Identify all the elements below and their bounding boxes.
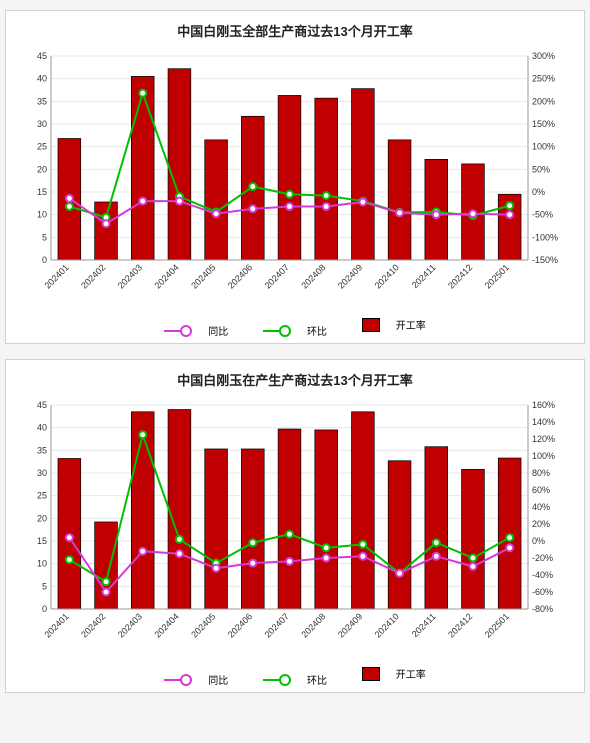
svg-text:-150%: -150% <box>532 255 558 265</box>
svg-text:15: 15 <box>37 536 47 546</box>
legend-yoy-line <box>164 679 192 681</box>
svg-text:202405: 202405 <box>189 262 217 290</box>
legend-mom-label: 环比 <box>307 323 327 338</box>
legend-bar-swatch <box>362 318 380 332</box>
legend-mom-marker <box>279 325 291 337</box>
svg-text:202406: 202406 <box>226 262 254 290</box>
svg-text:20: 20 <box>37 164 47 174</box>
svg-text:100%: 100% <box>532 142 555 152</box>
svg-text:202411: 202411 <box>410 262 438 290</box>
svg-text:202401: 202401 <box>42 611 70 639</box>
svg-text:202410: 202410 <box>373 262 401 290</box>
legend-yoy-line <box>164 330 192 332</box>
svg-text:0%: 0% <box>532 536 545 546</box>
svg-text:202501: 202501 <box>483 262 511 290</box>
svg-text:20%: 20% <box>532 519 550 529</box>
svg-text:-50%: -50% <box>532 210 553 220</box>
svg-text:20: 20 <box>37 513 47 523</box>
svg-text:202401: 202401 <box>42 262 70 290</box>
svg-text:5: 5 <box>42 581 47 591</box>
svg-text:0: 0 <box>42 255 47 265</box>
legend-mom: 环比 <box>255 672 335 687</box>
legend-yoy-label: 同比 <box>208 672 228 687</box>
svg-text:200%: 200% <box>532 96 555 106</box>
legend-mom-line <box>263 330 291 332</box>
svg-text:50%: 50% <box>532 164 550 174</box>
svg-text:-100%: -100% <box>532 232 558 242</box>
svg-text:-60%: -60% <box>532 587 553 597</box>
chart-1-svg: 0 5 10 15 20 25 30 35 40 45 -150% -100% -50% 0% 50% 100… <box>21 48 566 308</box>
svg-text:45: 45 <box>37 51 47 61</box>
svg-text:250%: 250% <box>532 74 555 84</box>
svg-text:202402: 202402 <box>79 262 107 290</box>
svg-text:160%: 160% <box>532 400 555 410</box>
legend-bar: 开工率 <box>354 666 434 681</box>
svg-text:202409: 202409 <box>336 611 364 639</box>
legend-mom-line <box>263 679 291 681</box>
svg-text:-80%: -80% <box>532 604 553 614</box>
svg-text:140%: 140% <box>532 417 555 427</box>
svg-text:100%: 100% <box>532 451 555 461</box>
svg-text:0: 0 <box>42 604 47 614</box>
svg-text:25: 25 <box>37 491 47 501</box>
chart-1-legend: 同比 环比 开工率 <box>21 317 569 338</box>
svg-text:80%: 80% <box>532 468 550 478</box>
svg-text:202406: 202406 <box>226 611 254 639</box>
legend-yoy: 同比 <box>156 323 236 338</box>
legend-yoy-marker <box>180 674 192 686</box>
svg-text:35: 35 <box>37 445 47 455</box>
legend-bar-label: 开工率 <box>396 666 426 681</box>
legend-yoy-marker <box>180 325 192 337</box>
svg-text:202404: 202404 <box>153 611 181 639</box>
svg-text:300%: 300% <box>532 51 555 61</box>
svg-text:120%: 120% <box>532 434 555 444</box>
svg-text:40: 40 <box>37 423 47 433</box>
legend-bar: 开工率 <box>354 317 434 332</box>
chart-1-title: 中国白刚玉全部生产商过去13个月开工率 <box>21 21 569 40</box>
svg-text:-20%: -20% <box>532 553 553 563</box>
svg-text:202407: 202407 <box>263 262 291 290</box>
svg-text:202410: 202410 <box>373 611 401 639</box>
svg-text:45: 45 <box>37 400 47 410</box>
legend-bar-swatch <box>362 667 380 681</box>
svg-text:150%: 150% <box>532 119 555 129</box>
legend-mom-marker <box>279 674 291 686</box>
svg-text:5: 5 <box>42 232 47 242</box>
svg-text:0%: 0% <box>532 187 545 197</box>
svg-text:202403: 202403 <box>116 262 144 290</box>
chart-2-container: 中国白刚玉在产生产商过去13个月开工率 0 5 10 15 20 25 30 35 40 45 -8… <box>5 359 585 693</box>
svg-text:202402: 202402 <box>79 611 107 639</box>
legend-mom: 环比 <box>255 323 335 338</box>
chart-2-legend: 同比 环比 开工率 <box>21 666 569 687</box>
svg-text:30: 30 <box>37 119 47 129</box>
svg-text:202412: 202412 <box>446 611 474 639</box>
svg-text:202409: 202409 <box>336 262 364 290</box>
svg-text:15: 15 <box>37 187 47 197</box>
svg-text:202404: 202404 <box>153 262 181 290</box>
svg-text:202407: 202407 <box>263 611 291 639</box>
legend-yoy-label: 同比 <box>208 323 228 338</box>
svg-text:-40%: -40% <box>532 570 553 580</box>
svg-text:202412: 202412 <box>446 262 474 290</box>
svg-text:25: 25 <box>37 142 47 152</box>
svg-text:202408: 202408 <box>299 611 327 639</box>
chart-2-svg: 0 5 10 15 20 25 30 35 40 45 -80% -60% -40% -20% 0% 20% 4… <box>21 397 566 657</box>
chart-1-container: 中国白刚玉全部生产商过去13个月开工率 0 5 10 15 20 25 30 35 40 45 -1… <box>5 10 585 344</box>
svg-text:10: 10 <box>37 210 47 220</box>
svg-text:30: 30 <box>37 468 47 478</box>
svg-text:40: 40 <box>37 74 47 84</box>
svg-text:40%: 40% <box>532 502 550 512</box>
svg-text:202501: 202501 <box>483 611 511 639</box>
legend-bar-label: 开工率 <box>396 317 426 332</box>
svg-text:202411: 202411 <box>410 611 438 639</box>
legend-mom-label: 环比 <box>307 672 327 687</box>
svg-text:10: 10 <box>37 559 47 569</box>
svg-text:60%: 60% <box>532 485 550 495</box>
svg-text:202405: 202405 <box>189 611 217 639</box>
chart-2-title: 中国白刚玉在产生产商过去13个月开工率 <box>21 370 569 389</box>
legend-yoy: 同比 <box>156 672 236 687</box>
svg-text:202408: 202408 <box>299 262 327 290</box>
svg-text:35: 35 <box>37 96 47 106</box>
svg-text:202403: 202403 <box>116 611 144 639</box>
